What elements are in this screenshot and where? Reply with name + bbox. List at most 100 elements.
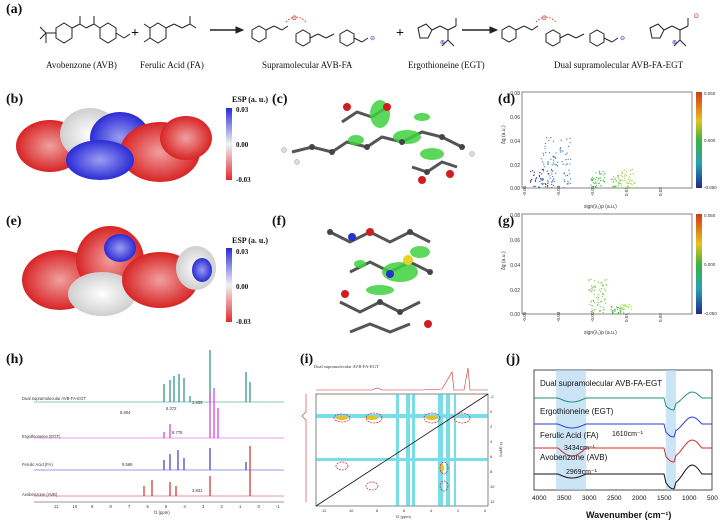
igm-point (595, 181, 597, 183)
igm-point (543, 163, 545, 165)
igm-point (540, 178, 542, 180)
igm-point (593, 183, 595, 185)
d-ytick: 0.06 (510, 115, 520, 121)
nmr-xunit: f1 (ppm) (154, 510, 170, 515)
igm-point (591, 289, 593, 291)
igm-point (612, 312, 614, 314)
igm-point (551, 181, 553, 183)
g-ytick: 0.08 (510, 213, 520, 219)
ir-xtick: 1000 (682, 495, 697, 502)
esp-min-e: -0.03 (236, 318, 251, 326)
igm-point (622, 308, 625, 310)
igm-point (619, 305, 621, 307)
igm-point (615, 185, 617, 188)
igm-point (592, 181, 594, 184)
nmr-xtick: 8 (110, 504, 113, 509)
ir-xlabel: Wavenumber (cm⁻¹) (586, 510, 671, 520)
igm-point (599, 173, 601, 175)
igm-point (599, 179, 601, 182)
svg-text:O: O (292, 16, 297, 22)
cosy-ytick: 2 (490, 424, 493, 429)
ir-trace-label-fa: Ferulic Acid (FA) (540, 431, 599, 440)
igm-point (533, 185, 535, 187)
igm-point (619, 308, 621, 310)
igm-point (547, 180, 549, 182)
igm-point (590, 301, 592, 303)
igm-point (592, 179, 594, 181)
igm-point (541, 173, 543, 175)
panel-label-c: (c) (272, 92, 288, 107)
esp-title-e: ESP (a. u.) (232, 236, 269, 245)
igm-point (610, 308, 612, 310)
nmr-peak-label: 3.831 (192, 488, 203, 493)
igm-point (620, 174, 622, 176)
igm-point (541, 178, 543, 180)
igm-point (538, 186, 540, 188)
igm-point (541, 183, 543, 185)
igm-point (628, 186, 630, 188)
esp-mid-e: 0.00 (236, 283, 249, 291)
cosy-xunit: f2 (ppm) (396, 514, 412, 519)
g-ytick: 0.04 (510, 263, 520, 269)
igm-point (624, 308, 626, 310)
igm-point (614, 178, 616, 180)
igm-point (566, 174, 569, 176)
ir-xtick: 2000 (632, 495, 647, 502)
plus-sign-1: + (131, 26, 139, 41)
igm-point (630, 182, 632, 184)
igm-point (542, 183, 544, 185)
igm-point (545, 151, 547, 154)
igm-point (592, 185, 594, 188)
igm-point (624, 304, 626, 306)
igm-point (566, 138, 568, 140)
igm-point (611, 310, 613, 312)
igm-point (602, 306, 604, 308)
igm-point (567, 145, 569, 147)
igm-point (548, 140, 550, 142)
label-dual-supra: Dual supramolecular AVB-FA-EGT (554, 60, 684, 70)
nmr-xtick: 6 (147, 504, 150, 509)
igm-point (550, 168, 553, 170)
igm-point (597, 183, 599, 185)
igm-point (568, 169, 570, 171)
igm-point (634, 181, 636, 183)
igm-point (545, 183, 547, 186)
igm-point (602, 170, 604, 172)
igm-point (551, 164, 553, 166)
label-ergothioneine: Ergothioneine (EGT) (408, 60, 485, 70)
igm-point (616, 308, 618, 310)
igm-point (621, 172, 623, 174)
igm-point (617, 311, 620, 314)
d-xtick: 0.03 (658, 187, 663, 196)
igm-point (552, 155, 554, 157)
igm-point (611, 186, 613, 188)
igm-point (624, 179, 626, 181)
igm-point (563, 187, 565, 189)
ir-trace-label-egt: Ergothioneine (EGT) (540, 407, 614, 416)
igm-point (627, 182, 629, 184)
igm-point (600, 301, 602, 303)
igm-point (590, 285, 592, 287)
cosy-ytick: -2 (490, 394, 494, 399)
ir-trace-label-dual: Dual supramolecular AVB-FA-EGT (540, 379, 662, 388)
igm-point (590, 289, 592, 291)
igm-point (631, 187, 633, 189)
igm-point (588, 288, 590, 290)
igm-point (625, 306, 627, 308)
igm-point (600, 185, 602, 187)
igm-point (627, 186, 629, 188)
igm-point (542, 168, 544, 170)
esp-max-b: 0.03 (236, 106, 249, 114)
igm-point (566, 163, 568, 165)
nmr-xtick: 4 (184, 504, 187, 509)
igm-point (535, 180, 537, 182)
igm-point (602, 295, 604, 297)
label-supra-avb-fa: Supramolecular AVB-FA (262, 60, 353, 70)
igm-point (591, 179, 593, 181)
nmr-xtick: 10 (73, 504, 78, 509)
igm-point (569, 137, 571, 139)
igm-point (543, 166, 545, 168)
igm-point (551, 170, 553, 172)
igm-point (540, 177, 542, 179)
svg-text:⊖: ⊖ (620, 36, 625, 42)
